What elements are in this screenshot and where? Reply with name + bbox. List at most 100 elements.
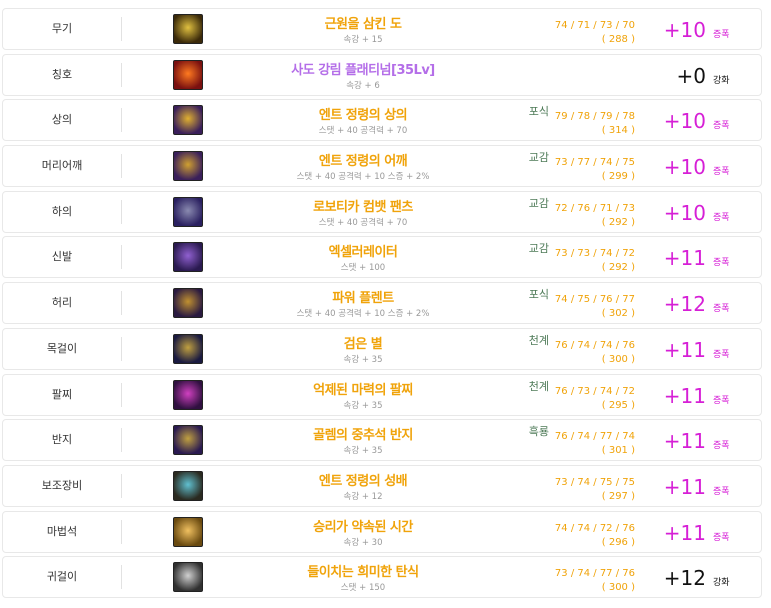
equipment-row[interactable]: 팔찌 억제된 마력의 팔찌 속강 + 35 천계 76 / 73 / 74 / … — [2, 373, 762, 416]
item-name[interactable]: 사도 강림 플래티넘[35Lv] — [291, 62, 435, 78]
stat-total: ( 299 ) — [601, 171, 635, 183]
equipment-row[interactable]: 목걸이 검은 별 속강 + 35 천계 76 / 74 / 74 / 76 ( 3… — [2, 327, 762, 370]
item-name[interactable]: 엔트 정령의 어깨 — [318, 154, 408, 170]
equipment-row[interactable]: 귀걸이 들이치는 희미한 탄식 스탯 + 150 73 / 74 / 77 / … — [2, 556, 762, 599]
upgrade-level: +10 — [663, 155, 706, 180]
slot-label: 머리어깨 — [41, 159, 83, 173]
earring-icon[interactable] — [173, 562, 203, 593]
divider — [121, 108, 122, 133]
item-stats: 74 / 75 / 76 / 77 ( 302 ) — [555, 293, 635, 321]
equipment-row[interactable]: 신발 엑셀러레이터 스탯 + 100 교감 73 / 73 / 74 / 72 (… — [2, 236, 762, 279]
equipment-row[interactable]: 반지 골렘의 중추석 반지 속강 + 35 흑룡 76 / 74 / 77 / … — [2, 419, 762, 462]
upgrade-type: 증폭 — [713, 167, 730, 178]
weapon-sword-icon[interactable] — [173, 14, 203, 44]
item-option: 스탯 + 40 공격력 + 70 — [318, 217, 408, 228]
stat-total: ( 300 ) — [601, 582, 635, 594]
item-stats: 73 / 74 / 75 / 75 ( 297 ) — [555, 476, 635, 504]
stat-values: 73 / 74 / 75 / 75 — [554, 476, 635, 488]
slot-label: 상의 — [51, 113, 73, 127]
stat-values: 73 / 74 / 77 / 76 — [554, 568, 635, 580]
stat-total: ( 297 ) — [601, 490, 635, 502]
equipment-row[interactable]: 칭호 사도 강림 플래티넘[35Lv] 속강 + 6 +0 강화 — [2, 53, 762, 96]
upgrade-level: +12 — [663, 292, 706, 317]
item-stats: 76 / 74 / 74 / 76 ( 300 ) — [555, 339, 635, 367]
stat-total: ( 292 ) — [601, 262, 635, 274]
upgrade-level: +11 — [663, 246, 706, 271]
equipment-row[interactable]: 상의 엔트 정령의 상의 스탯 + 40 공격력 + 70 포식 79 / 78… — [2, 99, 762, 142]
item-name[interactable]: 근원을 삼킨 도 — [324, 17, 402, 32]
item-tag: 교감 — [528, 242, 549, 256]
item-name[interactable]: 엑셀러레이터 — [328, 245, 398, 261]
upgrade-type: 증폭 — [713, 532, 730, 543]
upgrade-level: +0 — [676, 63, 706, 88]
equipment-row[interactable]: 무기 근원을 삼킨 도 속강 + 15 74 / 71 / 73 / 70 ( 2… — [2, 8, 762, 50]
slot-label: 허리 — [51, 296, 73, 310]
pants-icon[interactable] — [173, 196, 203, 227]
coat-icon[interactable] — [173, 105, 203, 136]
upgrade-level: +10 — [663, 109, 706, 134]
equipment-row[interactable]: 머리어깨 엔트 정령의 어깨 스탯 + 40 공격력 + 10 스증 + 2% … — [2, 145, 762, 188]
stat-total: ( 288 ) — [601, 34, 635, 45]
stat-values: 76 / 74 / 74 / 76 — [554, 339, 635, 351]
slot-label: 마법석 — [46, 524, 78, 538]
item-name[interactable]: 엔트 정령의 상의 — [318, 108, 408, 124]
upgrade-type: 증폭 — [713, 349, 730, 360]
slot-label: 무기 — [51, 22, 73, 35]
item-name[interactable]: 검은 별 — [343, 336, 383, 352]
stat-values: 73 / 77 / 74 / 75 — [554, 157, 635, 169]
divider — [121, 382, 122, 407]
item-tag: 천계 — [528, 333, 549, 347]
stat-total: ( 302 ) — [601, 308, 635, 320]
belt-icon[interactable] — [173, 288, 203, 319]
shoulder-icon[interactable] — [173, 151, 203, 182]
stat-values: 76 / 74 / 77 / 74 — [554, 431, 635, 443]
item-stats: 79 / 78 / 79 / 78 ( 314 ) — [555, 110, 635, 138]
item-name[interactable]: 들이치는 희미한 탄식 — [307, 565, 419, 581]
title-emblem-icon[interactable] — [173, 59, 203, 90]
divider — [121, 336, 122, 361]
item-tag: 흑룡 — [528, 425, 549, 439]
equipment-list: 무기 근원을 삼킨 도 속강 + 15 74 / 71 / 73 / 70 ( 2… — [2, 8, 762, 602]
item-tag: 천계 — [528, 379, 549, 393]
item-stats: 76 / 73 / 74 / 72 ( 295 ) — [555, 385, 635, 413]
item-name[interactable]: 엔트 정령의 성배 — [318, 473, 408, 489]
item-stats: 73 / 73 / 74 / 72 ( 292 ) — [555, 247, 635, 275]
item-option: 스탯 + 40 공격력 + 10 스증 + 2% — [296, 309, 430, 320]
upgrade-level: +12 — [663, 566, 706, 591]
item-option: 속강 + 30 — [343, 537, 383, 548]
ring-icon[interactable] — [173, 425, 203, 456]
equipment-row[interactable]: 허리 파워 플렌트 스탯 + 40 공격력 + 10 스증 + 2% 포식 74… — [2, 282, 762, 325]
shoes-icon[interactable] — [173, 242, 203, 273]
equipment-row[interactable]: 마법석 승리가 약속된 시간 속강 + 30 74 / 74 / 72 / 76… — [2, 510, 762, 553]
equipment-row[interactable]: 하의 로보티카 컴뱃 팬츠 스탯 + 40 공격력 + 70 교감 72 / 7… — [2, 190, 762, 233]
upgrade-level: +11 — [663, 337, 706, 362]
item-option: 속강 + 35 — [343, 400, 383, 411]
item-tag: 포식 — [528, 105, 549, 119]
stat-values: 76 / 73 / 74 / 72 — [554, 385, 635, 397]
item-option: 속강 + 12 — [343, 491, 383, 502]
item-name[interactable]: 골렘의 중추석 반지 — [313, 428, 413, 444]
item-name[interactable]: 억제된 마력의 팔찌 — [313, 382, 413, 398]
stat-values: 74 / 71 / 73 / 70 — [554, 20, 635, 31]
item-name[interactable]: 로보티카 컴뱃 팬츠 — [313, 199, 413, 215]
necklace-icon[interactable] — [173, 333, 203, 364]
bracelet-icon[interactable] — [173, 379, 203, 410]
upgrade-level: +11 — [663, 520, 706, 545]
item-stats: 74 / 74 / 72 / 76 ( 296 ) — [555, 522, 635, 550]
item-stats: 74 / 71 / 73 / 70 ( 288 ) — [555, 19, 635, 47]
equipment-row[interactable]: 보조장비 엔트 정령의 성배 속강 + 12 73 / 74 / 75 / 75… — [2, 464, 762, 507]
magic-stone-icon[interactable] — [173, 516, 203, 547]
item-name[interactable]: 승리가 약속된 시간 — [313, 519, 413, 535]
upgrade-level: +11 — [663, 383, 706, 408]
stat-total: ( 295 ) — [601, 399, 635, 411]
item-name[interactable]: 파워 플렌트 — [332, 291, 394, 307]
upgrade-type: 증폭 — [713, 121, 730, 132]
divider — [121, 473, 122, 498]
divider — [121, 428, 122, 453]
item-stats: 72 / 76 / 71 / 73 ( 292 ) — [555, 202, 635, 230]
chalice-icon[interactable] — [173, 470, 203, 501]
upgrade-level: +10 — [663, 200, 706, 225]
item-option: 스탯 + 150 — [340, 583, 386, 594]
item-option: 속강 + 35 — [343, 354, 383, 365]
item-tag: 포식 — [528, 288, 549, 302]
